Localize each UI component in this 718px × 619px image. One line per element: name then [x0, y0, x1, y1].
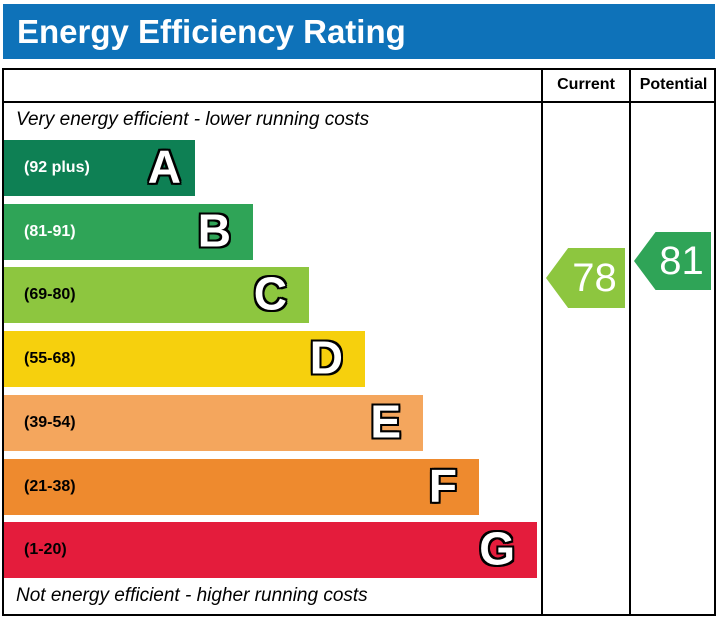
current-column-divider — [541, 68, 543, 616]
band-row-b: (81-91) B — [4, 204, 253, 260]
very-efficient-note: Very energy efficient - lower running co… — [16, 109, 370, 130]
band-c-letter: C — [253, 267, 287, 320]
band-d-letter: D — [309, 331, 343, 384]
band-row-d: (55-68) D — [4, 331, 365, 387]
band-d-range: (55-68) — [24, 350, 76, 367]
band-f-letter: F — [428, 459, 457, 512]
band-row-e: (39-54) E — [4, 395, 423, 451]
band-b-range: (81-91) — [24, 223, 76, 240]
header-divider-line — [2, 101, 716, 103]
band-g-letter: G — [479, 522, 515, 575]
band-row-g: (1-20) G — [4, 522, 537, 578]
band-f-range: (21-38) — [24, 478, 76, 495]
potential-column-divider — [629, 68, 631, 616]
potential-column-header: Potential — [639, 76, 708, 93]
band-g-range: (1-20) — [24, 541, 67, 558]
potential-rating-value: 81 — [659, 238, 704, 283]
rating-table-frame — [2, 68, 716, 616]
band-row-c: (69-80) C — [4, 267, 309, 323]
current-column-header: Current — [557, 76, 615, 93]
title-bar: Energy Efficiency Rating — [3, 4, 715, 59]
band-row-f: (21-38) F — [4, 459, 479, 515]
band-a-range: (92 plus) — [24, 159, 90, 176]
band-e-letter: E — [370, 395, 401, 448]
band-e-range: (39-54) — [24, 414, 76, 431]
page-title: Energy Efficiency Rating — [17, 12, 406, 50]
not-efficient-note: Not energy efficient - higher running co… — [16, 585, 368, 606]
band-c-range: (69-80) — [24, 286, 76, 303]
band-b-letter: B — [197, 204, 231, 257]
potential-rating-arrow: 81 — [634, 232, 711, 290]
band-row-a: (92 plus) A — [4, 140, 195, 196]
current-rating-value: 78 — [572, 255, 617, 300]
band-a-letter: A — [147, 140, 181, 193]
